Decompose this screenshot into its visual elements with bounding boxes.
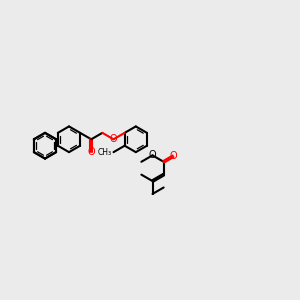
Text: O: O [169, 151, 177, 161]
Text: O: O [149, 150, 156, 161]
Text: O: O [110, 134, 117, 144]
Text: O: O [87, 147, 95, 157]
Text: CH₃: CH₃ [97, 148, 111, 157]
